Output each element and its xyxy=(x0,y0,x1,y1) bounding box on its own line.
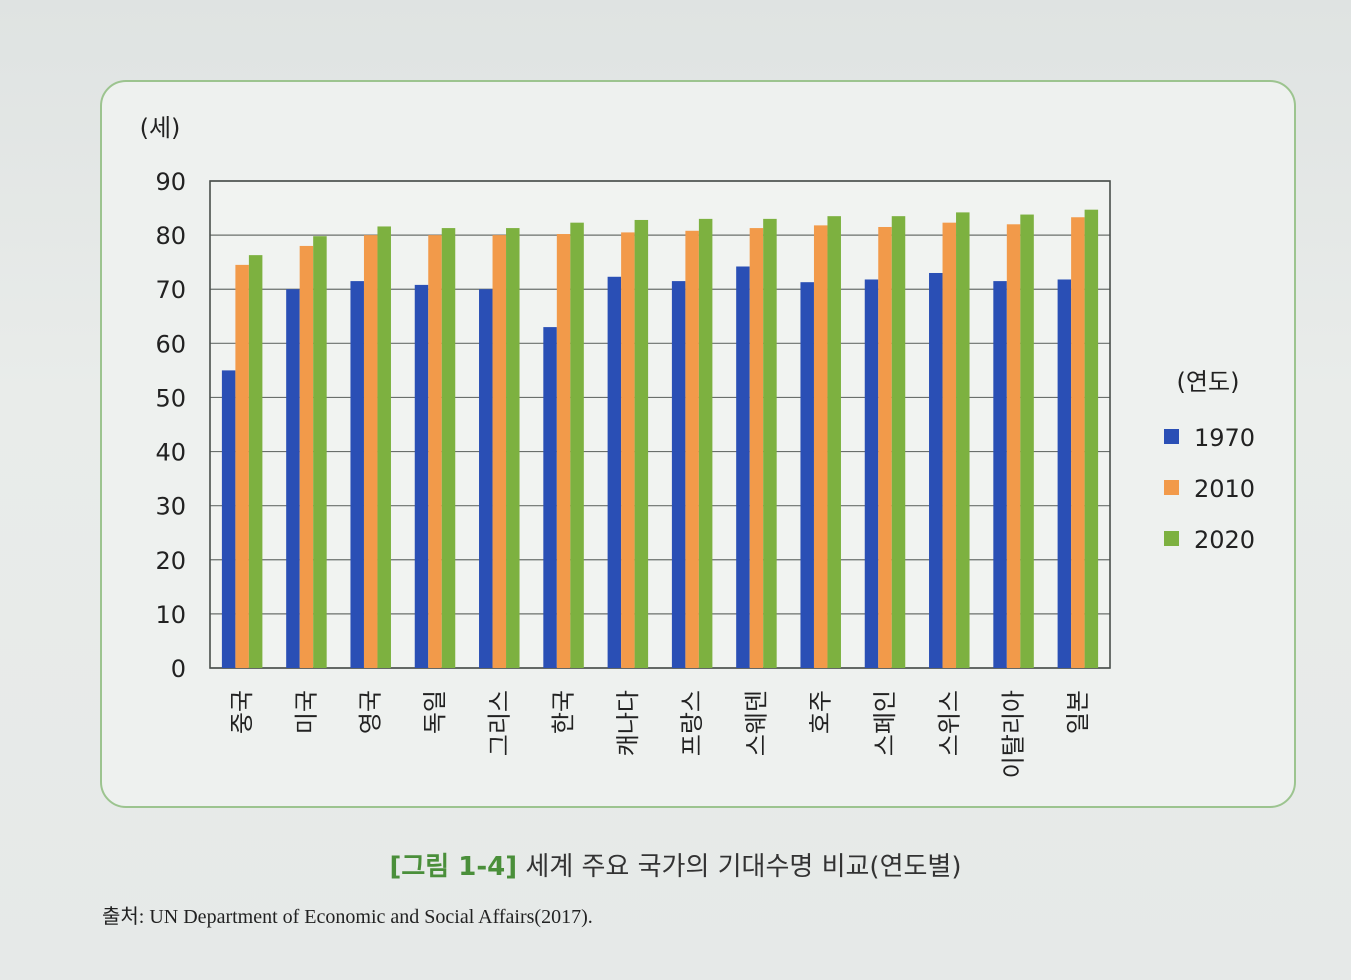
x-tick-label: 스페인 xyxy=(871,690,899,756)
bar-chart: 0 10 20 30 40 50 60 70 80 90 (세) 중국 미국 영국 독일 그리스 한국 캐나다 프랑… xyxy=(0,0,1351,840)
bar-2020 xyxy=(892,216,906,668)
bar-1970 xyxy=(736,266,750,668)
bar-1970 xyxy=(929,273,943,668)
y-tick-label: 60 xyxy=(155,330,186,358)
plot-area xyxy=(210,181,1110,668)
bar-2020 xyxy=(570,223,584,668)
figure-caption: [그림 1-4] 세계 주요 국가의 기대수명 비교(연도별) xyxy=(0,846,1351,883)
x-tick-label: 호주 xyxy=(807,690,835,734)
legend-swatch xyxy=(1164,531,1179,546)
bar-2020 xyxy=(442,228,456,668)
figure-title: 세계 주요 국가의 기대수명 비교(연도별) xyxy=(525,852,961,882)
x-tick-label: 영국 xyxy=(357,690,385,734)
y-tick-label: 90 xyxy=(155,168,186,196)
y-tick-label: 20 xyxy=(155,547,186,575)
x-tick-label: 그리스 xyxy=(485,690,513,756)
legend-label: 2010 xyxy=(1194,475,1255,503)
bar-2020 xyxy=(699,219,713,668)
figure-number: [그림 1-4] xyxy=(390,852,518,882)
bar-2010 xyxy=(621,232,635,668)
x-tick-label: 미국 xyxy=(292,690,320,734)
bar-2010 xyxy=(364,235,378,668)
bar-1970 xyxy=(415,285,429,668)
bar-2010 xyxy=(814,225,828,668)
bar-2010 xyxy=(878,227,892,668)
bar-2010 xyxy=(943,223,957,668)
bar-2020 xyxy=(506,228,520,668)
y-tick-label: 30 xyxy=(155,493,186,521)
y-axis-label: (세) xyxy=(140,114,181,142)
bar-2020 xyxy=(377,226,391,668)
y-tick-label: 0 xyxy=(171,655,186,683)
bar-1970 xyxy=(608,277,622,668)
bar-2020 xyxy=(635,220,649,668)
bar-2010 xyxy=(1071,217,1085,668)
bar-1970 xyxy=(286,289,300,668)
x-tick-label: 캐나다 xyxy=(614,690,642,756)
bar-1970 xyxy=(1058,279,1072,668)
bar-1970 xyxy=(479,289,493,668)
bar-2010 xyxy=(1007,224,1021,668)
x-tick-label: 스웨덴 xyxy=(742,690,770,756)
bar-2010 xyxy=(557,234,571,668)
legend-title: (연도) xyxy=(1177,368,1240,396)
bar-2010 xyxy=(685,231,699,668)
x-tick-label: 중국 xyxy=(228,690,256,734)
legend-swatch xyxy=(1164,480,1179,495)
bar-1970 xyxy=(865,279,879,668)
bar-2020 xyxy=(956,212,970,668)
source-note: 출처: UN Department of Economic and Social… xyxy=(102,900,593,929)
bar-2020 xyxy=(1020,215,1034,668)
bar-2020 xyxy=(313,236,327,668)
y-tick-label: 50 xyxy=(155,384,186,412)
x-tick-label: 일본 xyxy=(1064,690,1092,734)
bar-1970 xyxy=(672,281,686,668)
bar-2010 xyxy=(750,228,764,668)
bar-2010 xyxy=(235,265,249,668)
bar-1970 xyxy=(350,281,364,668)
legend-swatch xyxy=(1164,429,1179,444)
x-tick-label: 스위스 xyxy=(935,690,963,756)
bar-2020 xyxy=(763,219,777,668)
bar-2020 xyxy=(1085,210,1099,668)
y-tick-label: 70 xyxy=(155,276,186,304)
x-tick-label: 프랑스 xyxy=(678,690,706,756)
legend-label: 2020 xyxy=(1194,526,1255,554)
bar-1970 xyxy=(543,327,557,668)
bar-2010 xyxy=(493,235,507,668)
x-tick-label: 독일 xyxy=(421,690,449,734)
bar-1970 xyxy=(222,370,236,668)
bar-2010 xyxy=(300,246,314,668)
bar-1970 xyxy=(800,282,814,668)
y-tick-label: 10 xyxy=(155,601,186,629)
bar-2020 xyxy=(249,255,263,668)
bar-2020 xyxy=(827,216,841,668)
x-tick-label: 이탈리아 xyxy=(1000,690,1028,778)
y-tick-label: 80 xyxy=(155,222,186,250)
x-tick-label: 한국 xyxy=(550,690,578,734)
bar-2010 xyxy=(428,235,442,668)
legend-label: 1970 xyxy=(1194,424,1255,452)
bar-1970 xyxy=(993,281,1007,668)
y-tick-label: 40 xyxy=(155,439,186,467)
